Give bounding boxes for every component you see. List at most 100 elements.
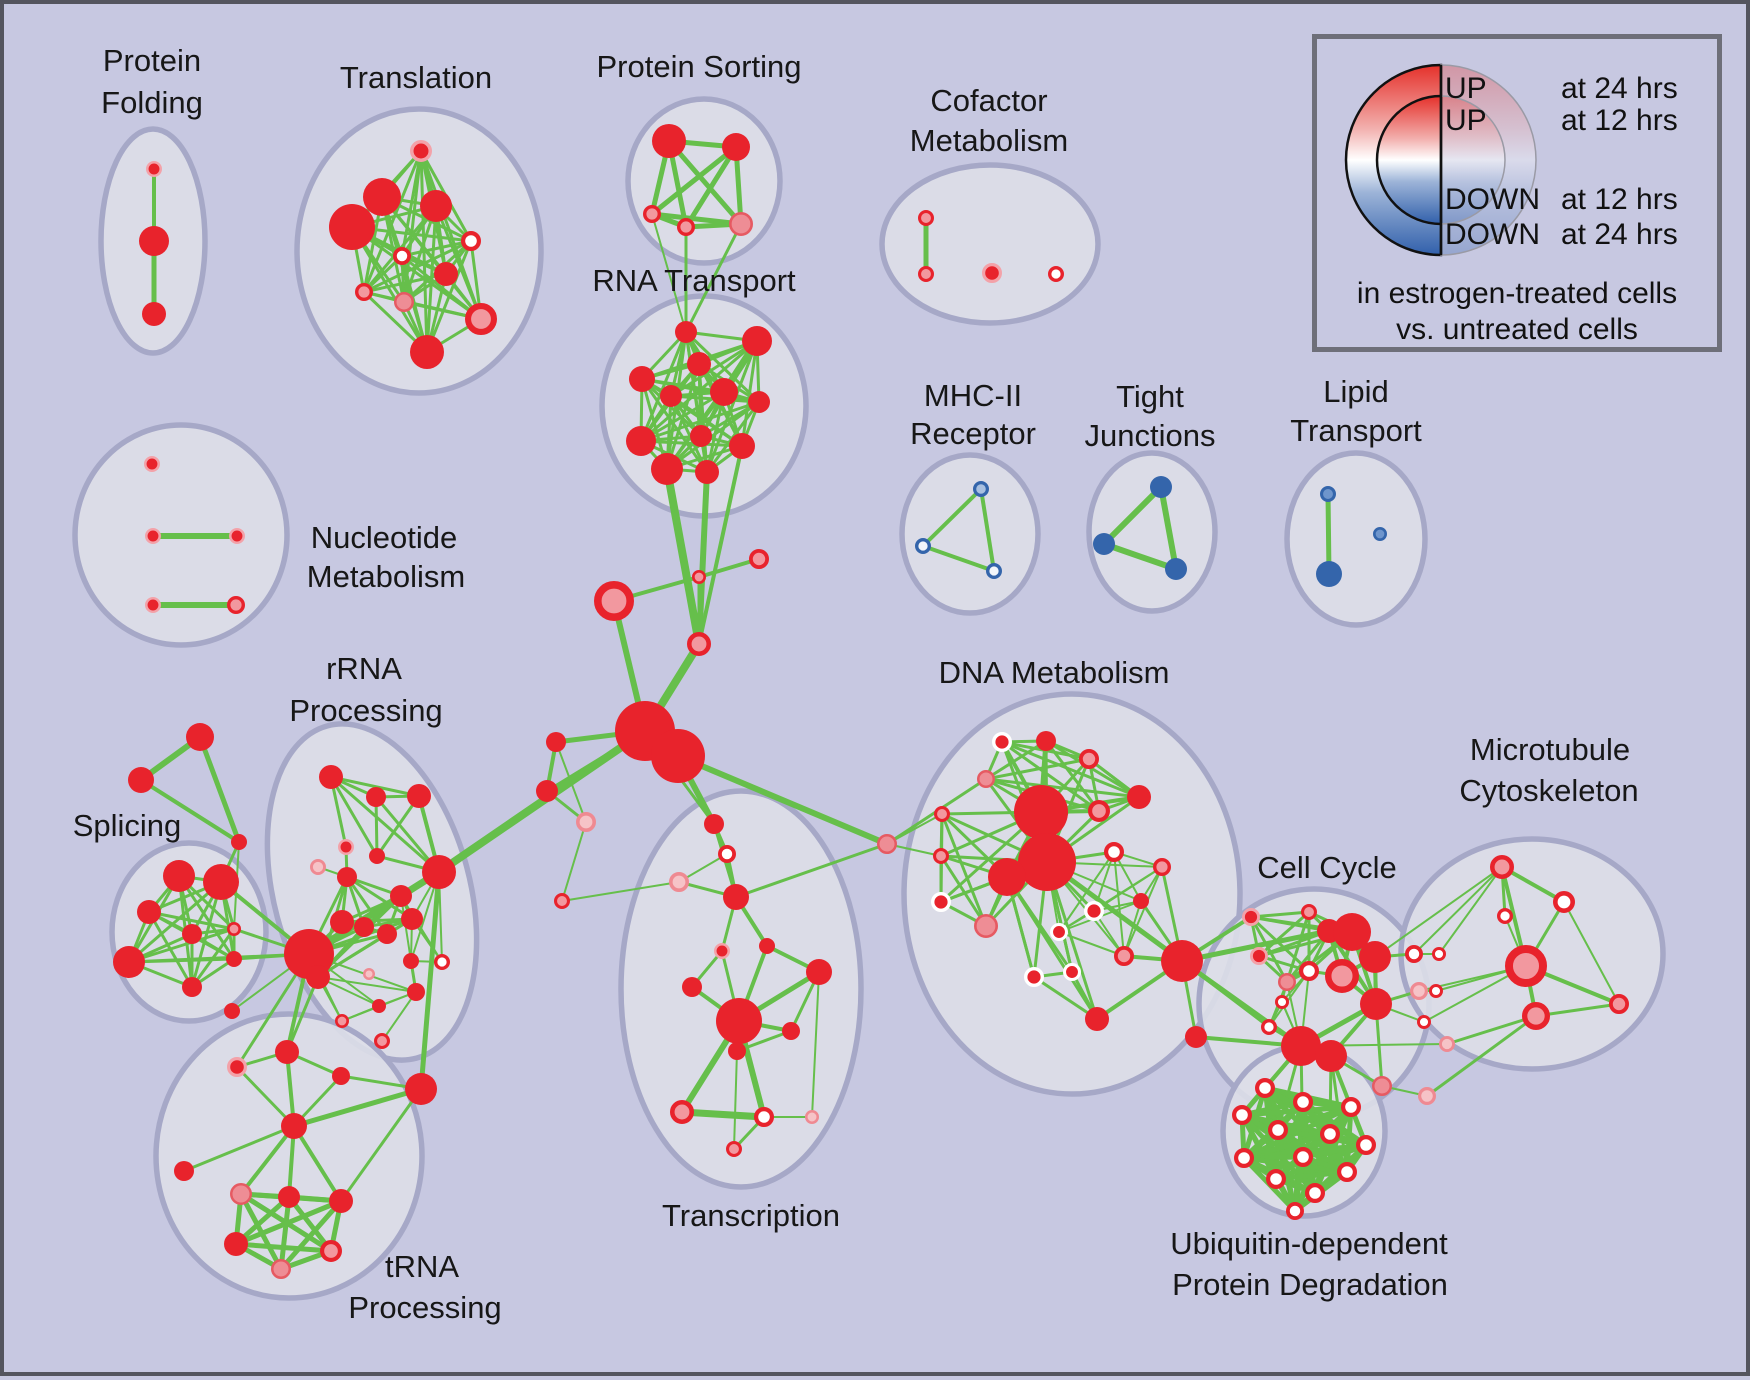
network-node bbox=[144, 528, 161, 545]
network-node bbox=[363, 968, 375, 980]
network-edge bbox=[696, 469, 710, 647]
network-edge bbox=[734, 842, 889, 899]
network-edge bbox=[639, 330, 688, 443]
network-edge bbox=[1563, 901, 1620, 1005]
network-node bbox=[186, 723, 214, 751]
network-edge bbox=[1158, 484, 1179, 572]
network-edge bbox=[705, 339, 759, 474]
network-edge bbox=[683, 144, 739, 230]
network-node bbox=[275, 1040, 299, 1064]
network-node bbox=[806, 959, 832, 985]
network-edge bbox=[1325, 491, 1332, 577]
network-edge bbox=[362, 149, 423, 294]
network-edge bbox=[1000, 740, 1141, 799]
network-node bbox=[363, 178, 401, 216]
network-node bbox=[690, 425, 712, 447]
network-edge bbox=[1425, 1014, 1538, 1098]
network-node bbox=[1409, 981, 1428, 1000]
network-node bbox=[1292, 1091, 1313, 1112]
network-node bbox=[271, 1259, 291, 1279]
network-node bbox=[759, 938, 775, 954]
network-edge bbox=[1113, 851, 1125, 957]
network-edge bbox=[278, 1198, 344, 1272]
network-node bbox=[687, 352, 711, 376]
network-node bbox=[1609, 994, 1630, 1015]
network-node bbox=[714, 943, 731, 960]
network-node bbox=[372, 999, 386, 1013]
network-node bbox=[1267, 1119, 1288, 1140]
network-node bbox=[748, 391, 770, 413]
network-node bbox=[329, 1189, 353, 1213]
network-node bbox=[753, 1106, 774, 1127]
network-node bbox=[729, 433, 755, 459]
network-node bbox=[410, 139, 433, 162]
network-node bbox=[931, 892, 952, 913]
legend-updown-glyph bbox=[1344, 63, 1537, 257]
network-node bbox=[675, 321, 697, 343]
network-node bbox=[536, 780, 558, 802]
network-node bbox=[729, 212, 754, 237]
legend-inner-left-half bbox=[1375, 94, 1443, 226]
network-edge bbox=[940, 812, 988, 928]
network-node bbox=[918, 210, 935, 227]
network-edge bbox=[292, 1124, 343, 1203]
legend-direction: UP bbox=[1445, 104, 1487, 137]
network-edge bbox=[697, 557, 761, 579]
network-edge bbox=[1292, 1131, 1333, 1214]
network-node bbox=[373, 1033, 390, 1050]
network-node bbox=[977, 770, 995, 788]
network-edge bbox=[127, 927, 236, 964]
network-edge bbox=[639, 390, 726, 443]
network-node bbox=[465, 303, 498, 336]
network-edge bbox=[678, 1108, 768, 1121]
network-edge bbox=[190, 880, 223, 989]
network-edge bbox=[639, 400, 761, 443]
network-edge bbox=[197, 734, 242, 845]
legend-direction: UP bbox=[1445, 72, 1487, 105]
network-node bbox=[626, 426, 656, 456]
network-node bbox=[433, 953, 450, 970]
network-node bbox=[651, 453, 683, 485]
network-node bbox=[1340, 1096, 1361, 1117]
network-node bbox=[278, 1186, 300, 1208]
network-edge bbox=[1438, 866, 1503, 955]
network-edge bbox=[127, 880, 223, 964]
network-node bbox=[1428, 983, 1443, 998]
network-edge bbox=[291, 1086, 424, 1129]
network-edge bbox=[665, 400, 761, 471]
network-node bbox=[1261, 1018, 1278, 1035]
network-node bbox=[668, 871, 689, 892]
network-node bbox=[366, 787, 386, 807]
network-edge bbox=[329, 775, 421, 798]
network-node bbox=[407, 983, 425, 1001]
legend-timepoint: at 12 hrs bbox=[1561, 183, 1678, 216]
network-node bbox=[716, 998, 762, 1044]
network-node bbox=[224, 1232, 248, 1256]
network-node bbox=[1249, 947, 1268, 966]
network-edge bbox=[285, 975, 320, 1054]
network-node bbox=[330, 910, 354, 934]
network-node bbox=[137, 900, 161, 924]
network-node bbox=[1127, 785, 1151, 809]
network-edge bbox=[1413, 866, 1503, 955]
network-node bbox=[128, 767, 154, 793]
network-node bbox=[710, 378, 738, 406]
network-node bbox=[981, 263, 1002, 284]
network-edge bbox=[1101, 484, 1164, 547]
network-edge bbox=[381, 991, 417, 1042]
network-edge bbox=[1374, 866, 1503, 958]
network-edge bbox=[1268, 970, 1310, 1028]
network-edge bbox=[675, 753, 890, 847]
network-edge bbox=[640, 377, 761, 404]
network-node bbox=[422, 855, 456, 889]
network-node bbox=[985, 562, 1002, 579]
network-node bbox=[174, 1161, 194, 1181]
network-node bbox=[695, 460, 719, 484]
network-edge bbox=[984, 757, 1091, 781]
network-edge bbox=[434, 204, 483, 321]
network-node bbox=[310, 859, 327, 876]
network-node bbox=[1133, 893, 1149, 909]
network-node bbox=[1405, 945, 1424, 964]
network-edge bbox=[329, 775, 441, 874]
network-node bbox=[227, 922, 242, 937]
